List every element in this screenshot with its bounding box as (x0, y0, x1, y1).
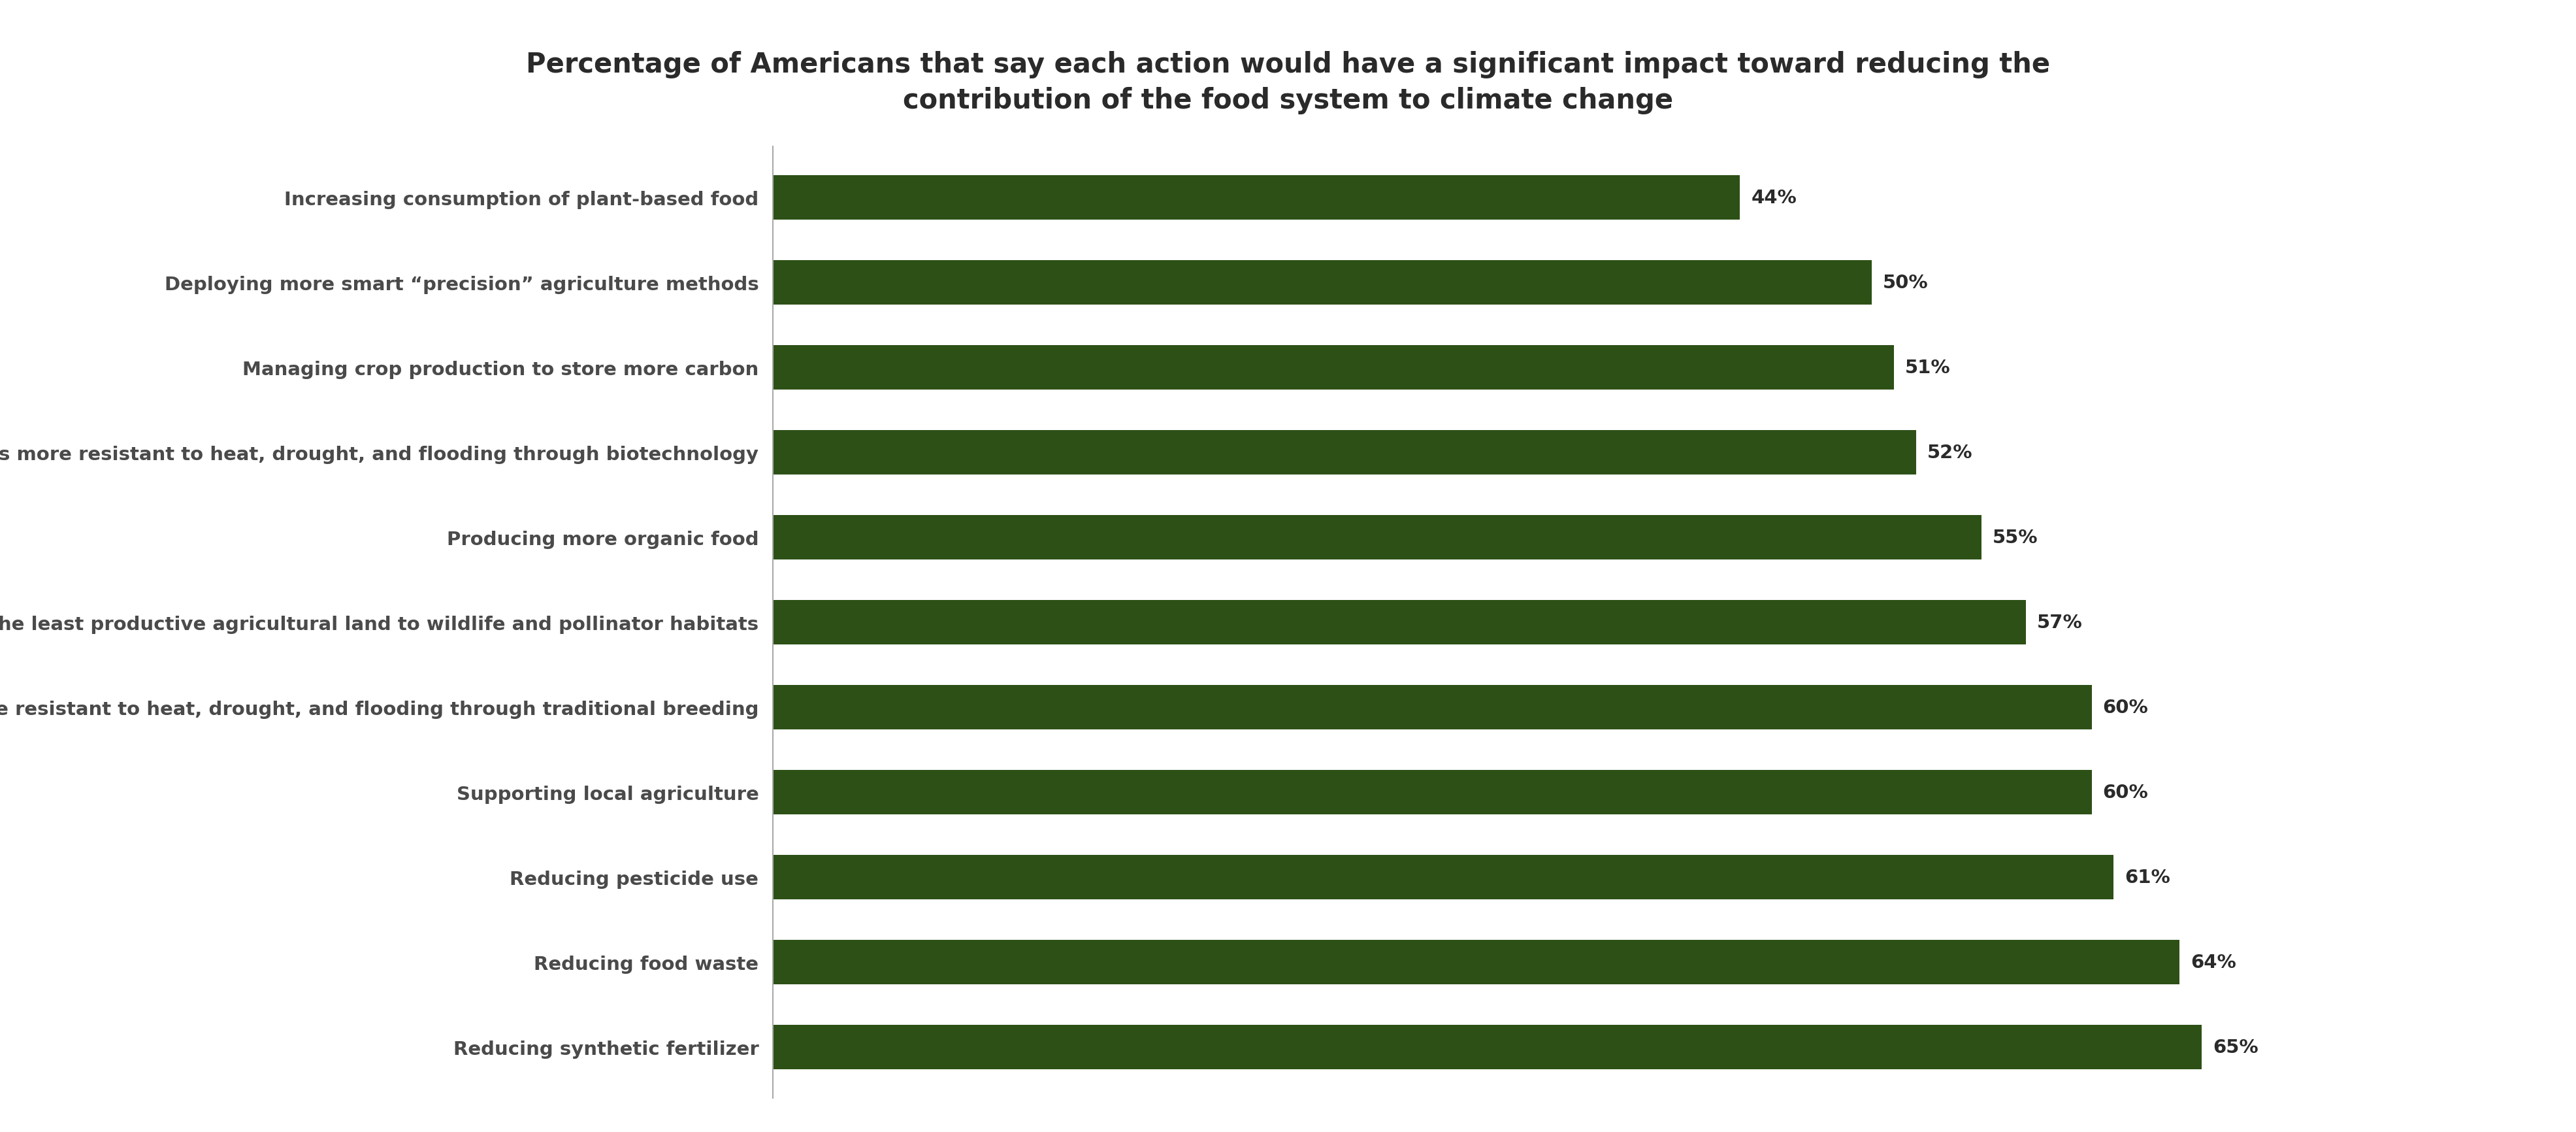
Bar (773, 346, 1893, 389)
Bar (773, 175, 1739, 220)
Text: 60%: 60% (2102, 698, 2148, 717)
Text: 44%: 44% (1752, 189, 1795, 207)
Bar (773, 940, 2179, 984)
Text: 60%: 60% (2102, 783, 2148, 801)
Bar (773, 1026, 2202, 1069)
Text: 51%: 51% (1904, 359, 1950, 377)
Text: Percentage of Americans that say each action would have a significant impact tow: Percentage of Americans that say each ac… (526, 51, 2050, 114)
Text: 55%: 55% (1994, 529, 2038, 547)
Text: 61%: 61% (2125, 868, 2169, 886)
Text: 64%: 64% (2190, 953, 2236, 971)
Bar (773, 515, 1981, 559)
Text: 52%: 52% (1927, 444, 1973, 462)
Text: 65%: 65% (2213, 1038, 2259, 1056)
Bar (773, 770, 2092, 814)
Text: 57%: 57% (2038, 614, 2081, 632)
Bar (773, 685, 2092, 729)
Bar (773, 600, 2025, 644)
Bar (773, 430, 1917, 475)
Text: 50%: 50% (1883, 274, 1929, 292)
Bar (773, 261, 1873, 306)
Bar (773, 856, 2115, 899)
